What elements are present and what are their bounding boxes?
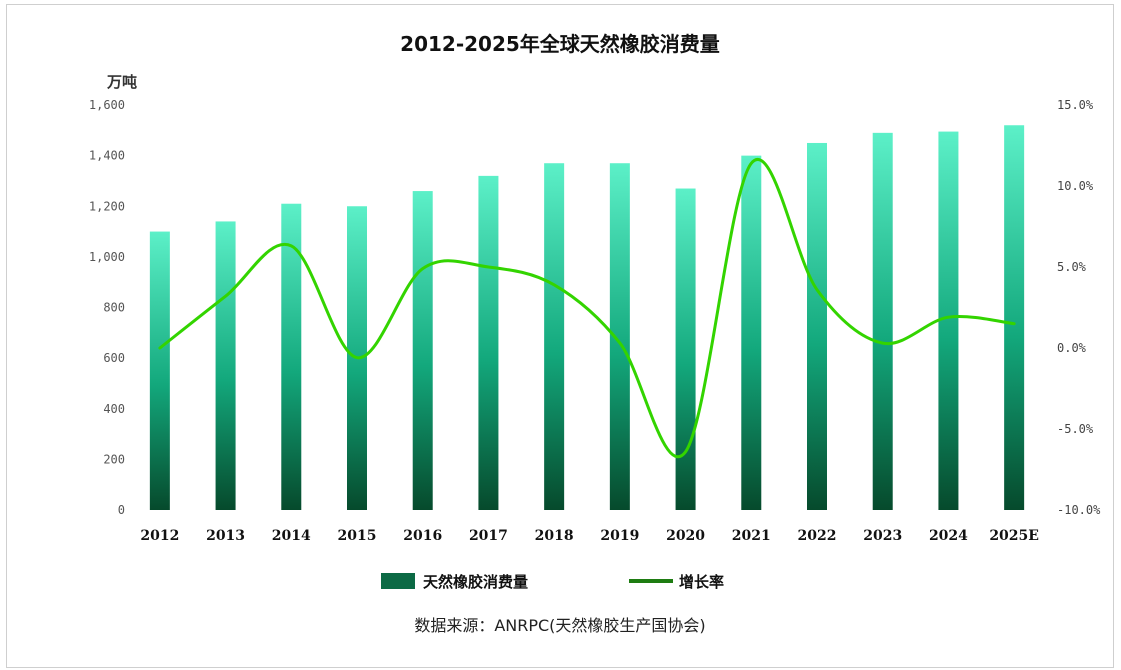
- bar: [807, 142, 827, 510]
- bar: [215, 221, 236, 510]
- y-right-tick-label: 0.0%: [1057, 341, 1087, 355]
- bar-series: [149, 125, 1025, 510]
- x-tick-label: 2016: [403, 528, 442, 544]
- y-left-tick-label: 600: [103, 351, 125, 365]
- chart-title: 2012-2025年全球天然橡胶消费量: [400, 32, 720, 56]
- bar: [741, 155, 762, 510]
- growth-rate-line: [158, 158, 1016, 459]
- chart-svg: 2012-2025年全球天然橡胶消费量 万吨 0 200 400 600 800 1,00…: [89, 32, 1101, 635]
- y-left-tick-label: 1,400: [89, 149, 125, 163]
- y-left-tick-label: 1,000: [89, 250, 125, 264]
- bar: [675, 188, 696, 510]
- x-tick-label: 2022: [798, 528, 837, 544]
- y-left-axis-ticks: 0 200 400 600 800 1,000 1,200 1,400 1,600: [89, 98, 125, 517]
- x-tick-label: 2018: [535, 528, 574, 544]
- bar: [1004, 125, 1025, 510]
- y-right-tick-label: 10.0%: [1057, 179, 1094, 193]
- legend: 天然橡胶消费量 增长率: [381, 573, 724, 591]
- legend-label-bar: 天然橡胶消费量: [423, 573, 528, 591]
- y-right-tick-label: 15.0%: [1057, 98, 1094, 112]
- x-tick-label: 2019: [600, 528, 639, 544]
- x-tick-label: 2014: [272, 528, 311, 544]
- x-tick-label: 2024: [929, 528, 968, 544]
- source-note: 数据来源：ANRPC(天然橡胶生产国协会): [414, 616, 705, 635]
- bar: [281, 203, 302, 510]
- y-left-tick-label: 1,200: [89, 199, 125, 213]
- line-series: [158, 158, 1016, 459]
- legend-label-line: 增长率: [679, 573, 724, 591]
- x-axis-ticks: 2012 2013 2014 2015 2016 2017 2018 2019 2020 2021…: [140, 528, 1039, 544]
- bar: [544, 163, 565, 510]
- bar: [938, 131, 959, 510]
- x-tick-label: 2023: [863, 528, 902, 544]
- y-left-tick-label: 0: [118, 503, 125, 517]
- x-tick-label: 2012: [140, 528, 179, 544]
- x-tick-label: 2015: [338, 528, 377, 544]
- x-tick-label: 2017: [469, 528, 508, 544]
- chart-frame: 2012-2025年全球天然橡胶消费量 万吨 0 200 400 600 800 1,00…: [6, 4, 1114, 668]
- x-tick-label: 2013: [206, 528, 245, 544]
- x-tick-label: 2021: [732, 528, 771, 544]
- y-left-unit-label: 万吨: [106, 73, 137, 91]
- legend-swatch-bar: [381, 573, 415, 589]
- x-tick-label: 2025E: [989, 528, 1039, 544]
- y-left-tick-label: 1,600: [89, 98, 125, 112]
- y-right-tick-label: 5.0%: [1057, 260, 1087, 274]
- bar: [478, 175, 499, 510]
- y-left-tick-label: 800: [103, 301, 125, 315]
- y-left-tick-label: 200: [103, 452, 125, 466]
- bar: [412, 191, 433, 510]
- bar: [609, 163, 630, 510]
- bar: [872, 132, 893, 510]
- y-right-axis-ticks: -10.0% -5.0% 0.0% 5.0% 10.0% 15.0%: [1057, 98, 1101, 517]
- y-left-tick-label: 400: [103, 402, 125, 416]
- y-right-tick-label: -10.0%: [1057, 503, 1101, 517]
- y-right-tick-label: -5.0%: [1057, 422, 1094, 436]
- bar: [149, 231, 170, 510]
- x-tick-label: 2020: [666, 528, 705, 544]
